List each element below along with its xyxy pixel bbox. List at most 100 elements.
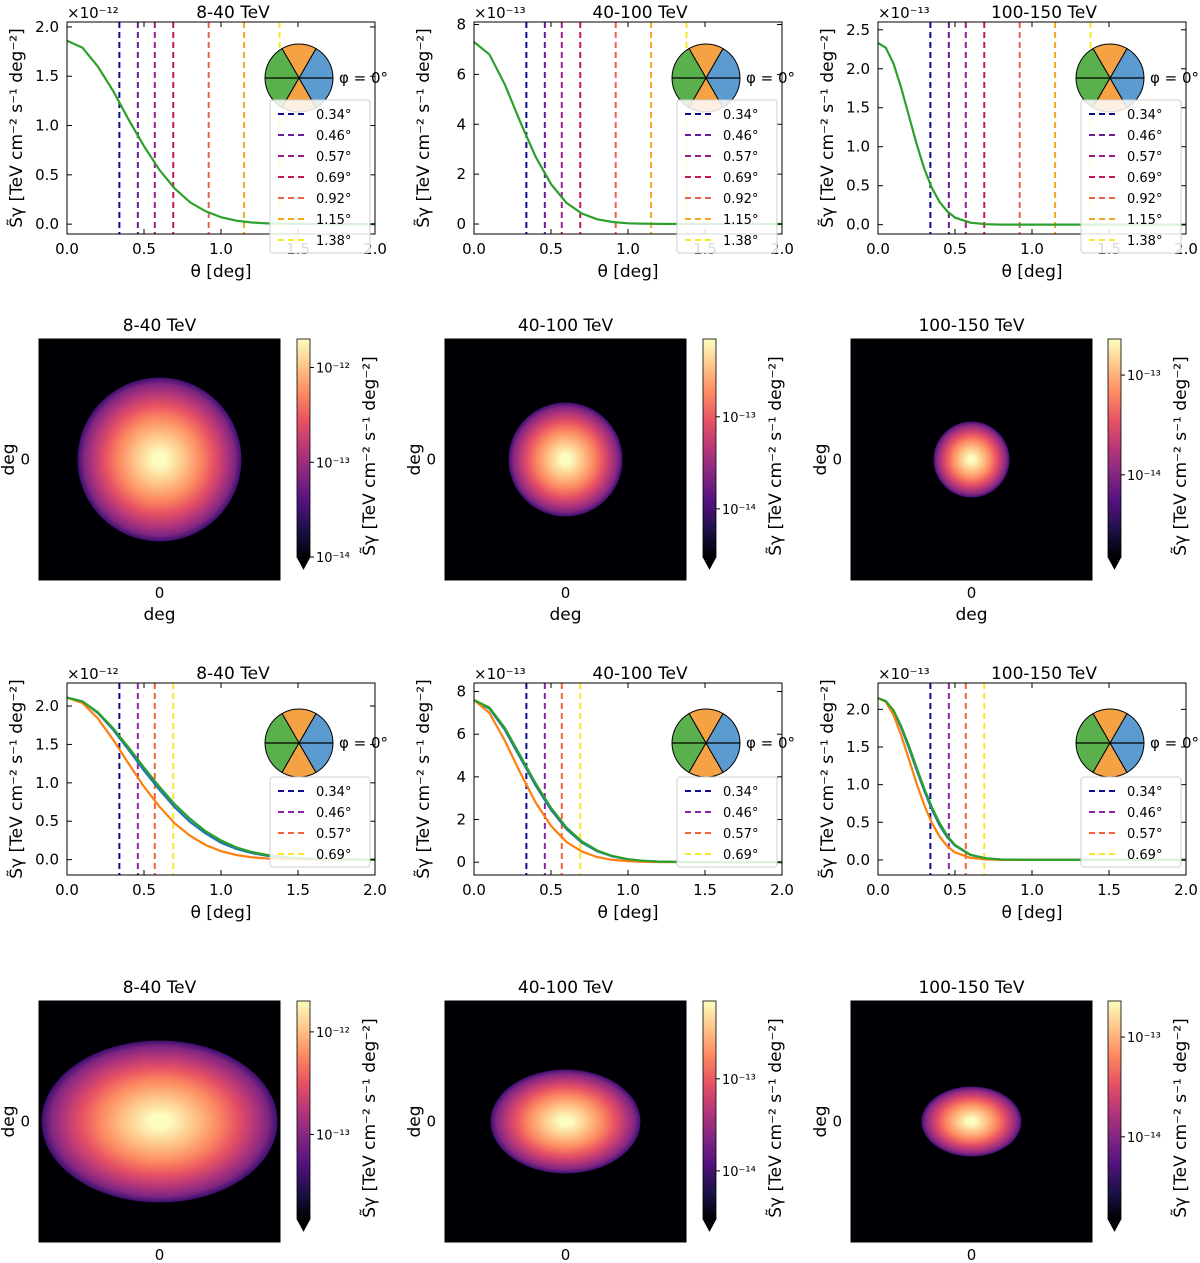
source-emission: [41, 1040, 278, 1203]
phi-label: φ = 0°: [746, 734, 795, 752]
colorbar-gradient: [702, 338, 717, 558]
x-tick-label: 1.0: [209, 881, 233, 899]
colorbar-tick-label: 10⁻¹³: [316, 1128, 350, 1143]
profile-panel: 0.00.51.01.52.00.00.51.01.52.02.5×10⁻¹³1…: [817, 3, 1199, 282]
y-tick-label: 0.0: [35, 851, 59, 869]
y-tick-label: 0.0: [846, 216, 870, 234]
y-tick-label: 0: [832, 451, 842, 469]
y-axis-label: deg: [811, 443, 831, 475]
x-tick-label: 1.5: [693, 881, 717, 899]
x-tick-label: 0: [967, 584, 977, 602]
y-tick-label: 1.0: [846, 776, 870, 794]
colorbar: 10⁻¹³ 10⁻¹⁴ S̃γ [TeV cm⁻² s⁻¹ deg⁻²]: [702, 1000, 786, 1232]
colorbar-tick-label: 10⁻¹³: [316, 456, 350, 471]
panel-title: 40-100 TeV: [518, 978, 614, 998]
y-tick-label: 1.0: [35, 774, 59, 792]
panel-title: 100-150 TeV: [918, 316, 1024, 336]
series-line: [878, 42, 1186, 226]
y-tick-label: 0: [20, 1113, 30, 1131]
legend-label: 0.46°: [316, 806, 351, 821]
x-tick-label: 0.5: [539, 240, 563, 258]
y-tick-label: 2.0: [846, 700, 870, 718]
colorbar: 10⁻¹² 10⁻¹³ S̃γ [TeV cm⁻² s⁻¹ deg⁻²]: [296, 1000, 380, 1232]
x-tick-label: 0.5: [943, 881, 967, 899]
x-tick-label: 0.0: [55, 881, 79, 899]
legend-label: 0.57°: [723, 827, 758, 842]
x-tick-label: 2.0: [770, 881, 794, 899]
sector-pie-icon: [1075, 708, 1145, 778]
legend-label: 1.38°: [723, 234, 758, 249]
colorbar-extend-arrow: [1107, 1218, 1122, 1232]
x-axis-label: deg: [955, 605, 987, 625]
y-tick-label: 2: [456, 811, 466, 829]
legend-label: 0.92°: [723, 192, 758, 207]
y-tick-label: 0.5: [35, 812, 59, 830]
phi-label: φ = 0°: [1150, 69, 1199, 87]
colorbar-label: S̃γ [TeV cm⁻² s⁻¹ deg⁻²]: [1170, 1018, 1191, 1217]
colorbar-gradient: [1107, 338, 1122, 558]
y-axis-label: S̃γ [TeV cm⁻² s⁻¹ deg⁻²]: [413, 679, 434, 878]
profile-panel: 0.00.51.01.52.00.00.51.01.52.0×10⁻¹²8-40…: [6, 3, 388, 282]
colorbar-tick-label: 10⁻¹²: [316, 362, 350, 377]
x-axis-label: θ [deg]: [190, 262, 251, 282]
colorbar: 10⁻¹² 10⁻¹³ 10⁻¹⁴ S̃γ [TeV cm⁻² s⁻¹ deg⁻²]: [296, 338, 380, 570]
y-tick-label: 2.0: [35, 18, 59, 36]
x-tick-label: 1.0: [616, 881, 640, 899]
profile-panel: 0.0 0.5 1.0 1.5 2.0 0 2 4 6 8 ×10⁻¹³ 40-100 TeV θ [d…: [413, 664, 795, 923]
y-axis-label: S̃γ [TeV cm⁻² s⁻¹ deg⁻²]: [413, 28, 434, 227]
panel-title: 8-40 TeV: [196, 3, 270, 23]
legend-label: 0.34°: [723, 785, 758, 800]
legend-label: 0.69°: [316, 171, 351, 186]
colorbar-tick-label: 10⁻¹³: [1127, 1031, 1161, 1046]
legend-box: [1080, 99, 1182, 254]
legend-label: 0.57°: [316, 150, 351, 165]
colorbar-tick-label: 10⁻¹³: [1127, 369, 1161, 384]
legend-label: 1.15°: [723, 213, 758, 228]
legend: 0.34° 0.46° 0.57° 0.69° 0.92° 1.15° 1.38°: [676, 99, 778, 254]
legend-label: 1.38°: [316, 234, 351, 249]
x-axis-label: θ [deg]: [1001, 262, 1062, 282]
colorbar-tick-label: 10⁻¹⁴: [722, 503, 756, 518]
phi-label: φ = 0°: [746, 69, 795, 87]
x-tick-label: 0: [561, 1246, 571, 1263]
legend: 0.34° 0.46° 0.57° 0.69°: [269, 776, 371, 868]
source-emission: [490, 1069, 641, 1174]
y-tick-label: 1.0: [35, 117, 59, 135]
y-axis-label: S̃γ [TeV cm⁻² s⁻¹ deg⁻²]: [817, 679, 838, 878]
source-emission: [921, 1086, 1022, 1157]
y-tick-label: 0.5: [846, 177, 870, 195]
legend: 0.34° 0.46° 0.57° 0.69° 0.92° 1.15° 1.38°: [1080, 99, 1182, 254]
legend-label: 0.57°: [723, 150, 758, 165]
y-tick-label: 2: [456, 165, 466, 183]
x-tick-label: 1.0: [1020, 240, 1044, 258]
y-tick-label: 0.5: [35, 166, 59, 184]
legend-label: 0.34°: [316, 108, 351, 123]
colorbar-gradient: [296, 338, 311, 558]
x-tick-label: 0: [967, 1246, 977, 1263]
x-tick-label: 2.0: [1174, 881, 1198, 899]
colorbar-extend-arrow: [1107, 556, 1122, 570]
x-axis-label: deg: [143, 605, 175, 625]
legend-label: 0.46°: [723, 129, 758, 144]
axis-exponent: ×10⁻¹³: [878, 4, 930, 22]
x-tick-label: 0: [561, 584, 571, 602]
colorbar-extend-arrow: [702, 556, 717, 570]
x-tick-label: 1.5: [286, 881, 310, 899]
x-tick-label: 0: [155, 584, 165, 602]
colorbar-tick-label: 10⁻¹⁴: [316, 551, 350, 566]
legend-box: [1080, 776, 1182, 868]
x-tick-label: 0.0: [55, 240, 79, 258]
y-tick-label: 0.0: [35, 215, 59, 233]
legend-box: [269, 776, 371, 868]
legend-label: 0.92°: [1127, 192, 1162, 207]
x-axis-label: θ [deg]: [597, 262, 658, 282]
legend-box: [676, 776, 778, 868]
legend: 0.34° 0.46° 0.57° 0.69°: [676, 776, 778, 868]
legend-label: 0.69°: [723, 171, 758, 186]
y-tick-label: 0: [456, 853, 466, 871]
axis-exponent: ×10⁻¹³: [474, 665, 526, 683]
y-tick-label: 0.5: [846, 813, 870, 831]
